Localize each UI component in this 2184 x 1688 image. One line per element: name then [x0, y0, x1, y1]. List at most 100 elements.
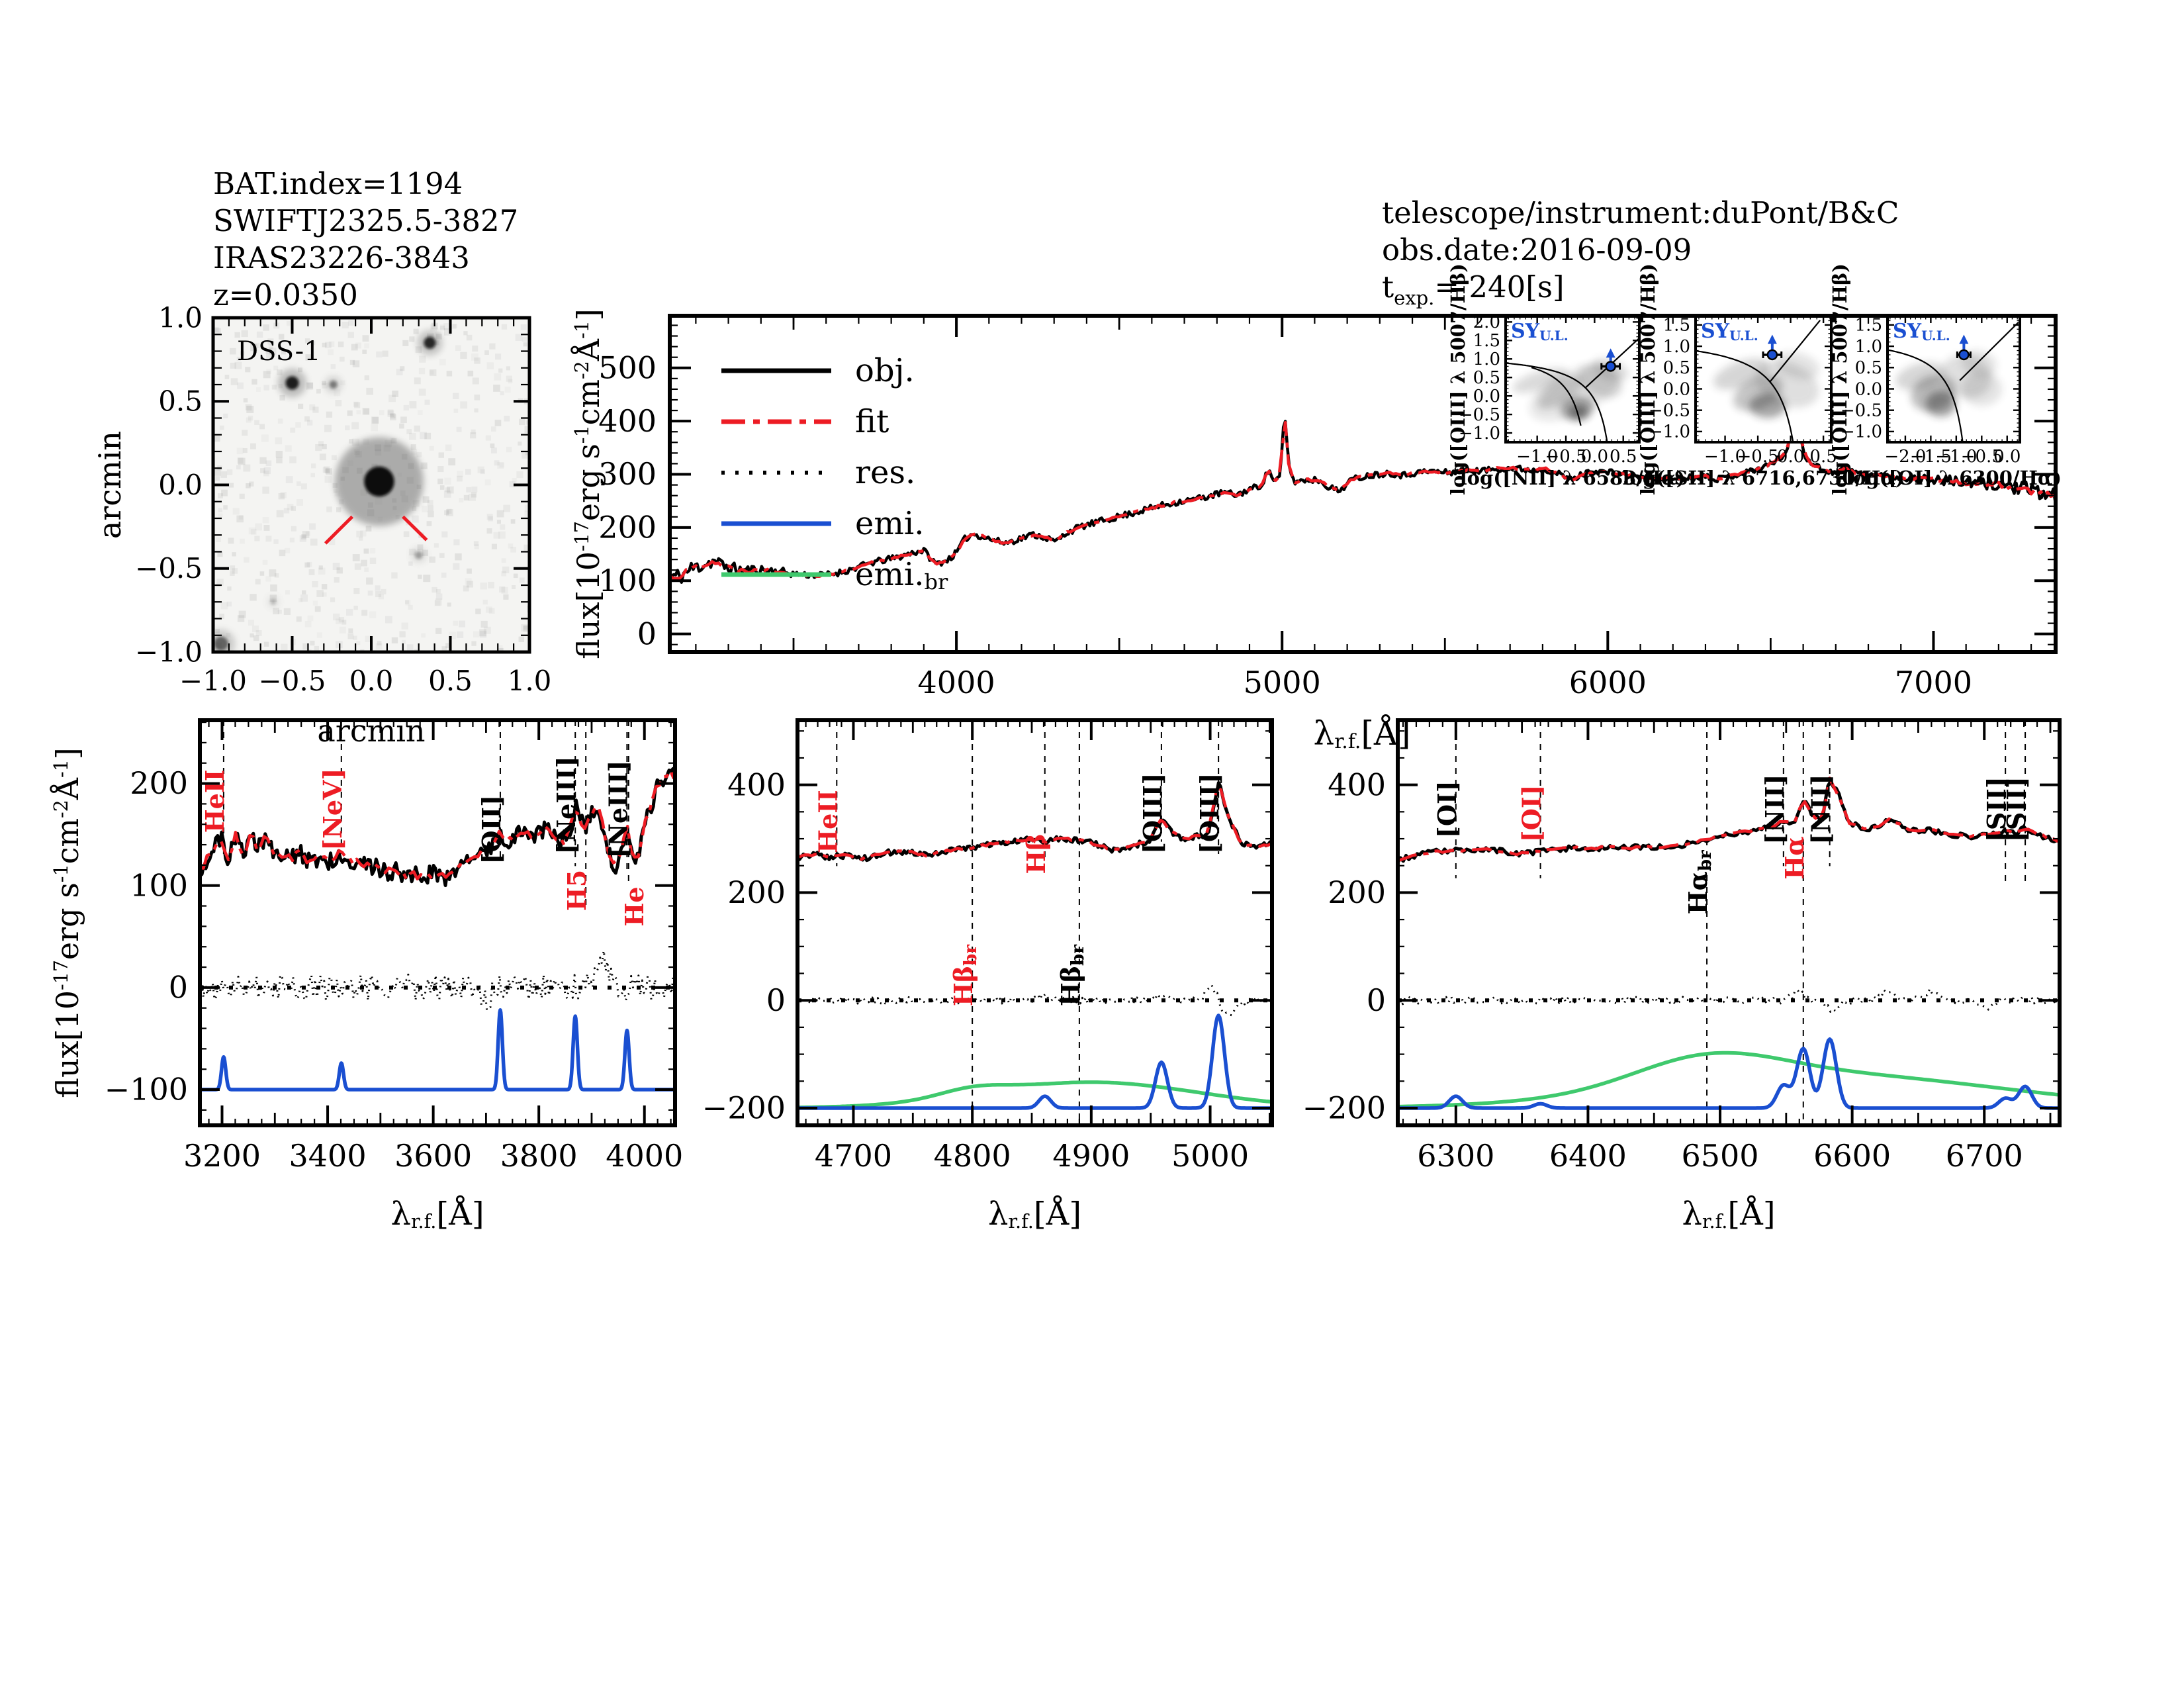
galaxy-density-blob [1961, 371, 2003, 406]
bpt-demarcation-curve [1888, 349, 1964, 442]
bpt-point-marker [1605, 361, 1616, 372]
emission-line-label: [SII] [2001, 776, 2031, 842]
axis-label: 0.0 [1473, 387, 1500, 406]
dss-image-panel: −1.0 −0.5 0.0 0.5 1.0 −1.0 −0.5 0.0 0.5 1.0 DSS-1 a… [92, 301, 551, 749]
axis-label: −1.0 [1459, 424, 1500, 444]
upper-limit-arrowhead [1959, 334, 1969, 344]
axis-label: 6300 [1417, 1138, 1494, 1174]
emission-narrow-curve [200, 1008, 675, 1092]
bpt-inset-2: −1.0−0.50.0 0.51.51.00.50.0−0.5−1.0SYU.L.… [1623, 263, 1905, 495]
axis-label: −0.5 [1841, 401, 1882, 421]
legend-label: res. [855, 454, 915, 491]
axis-label: 200 [130, 765, 188, 801]
axis-label: 0.5 [428, 665, 473, 697]
bpt-density-plot [1888, 322, 2019, 442]
emission-line-label: Hβbr [948, 945, 981, 1006]
flux-axis-label-text: flux[10-17erg s-1cm-2Å-1] [49, 747, 85, 1098]
axis-label: 5000 [1171, 1138, 1249, 1174]
axis-label: 200 [598, 510, 657, 545]
zoom-panel-red: [OI] [OI] Hαbr [NII]Hα[NII] [SII][SII] 6300 64… [1302, 718, 2062, 1174]
zoom-plot-area [1398, 720, 2060, 1125]
upper-limit-arrowhead [1767, 334, 1777, 344]
axis-label: 1.0 [1663, 337, 1690, 357]
axis-label: −1.5 [1910, 447, 1952, 467]
emission-line-label: Hαbr [1683, 850, 1715, 914]
axis-label: 7000 [1895, 665, 1972, 700]
dss-source-core [414, 551, 423, 559]
axis-label: 0.5 [1473, 368, 1500, 388]
axis-label: −1.0 [179, 665, 247, 697]
axis-label: 0.0 [1777, 447, 1804, 467]
axis-label: 6000 [1569, 665, 1647, 700]
observation-info-block: telescope/instrument:duPont/B&C obs.date… [1382, 195, 1899, 316]
axis-label: −1.0 [1935, 447, 1977, 467]
axis-label: 2.0 [1473, 312, 1500, 332]
seyfert-classification-label: SYU.L. [1511, 320, 1569, 344]
main-legend: obj. fit res. emi. emi.br [721, 352, 948, 594]
galaxy-density-blob [1713, 358, 1770, 390]
axis-label: 0.5 [1610, 447, 1637, 467]
emission-line-label: [NeV] [318, 768, 347, 850]
axis-label: 5000 [1244, 665, 1321, 700]
axis-label: −0.5 [135, 552, 203, 585]
fit-curve [200, 769, 675, 881]
axis-label: 0 [1367, 982, 1386, 1018]
axis-label: 200 [1328, 874, 1386, 910]
seyfert-classification-label: SYU.L. [1701, 320, 1758, 344]
axis-label: 6600 [1813, 1138, 1891, 1174]
axis-label: −200 [1302, 1090, 1386, 1126]
galaxy-density-blob [1774, 352, 1820, 379]
bpt-data-point [1762, 334, 1783, 361]
axis-label: 6400 [1549, 1138, 1627, 1174]
wavelength-axis-label-text: λr.f.[Å] [390, 1195, 484, 1233]
axis-label: 1.0 [1855, 337, 1882, 357]
axis-label: 0.5 [158, 385, 203, 418]
bpt-yaxis-title: log([OIII] λ 5007/Hβ) [1637, 263, 1659, 495]
dss-source-core [424, 336, 436, 349]
emission-line-label: He [619, 886, 649, 926]
axis-label: 3200 [183, 1138, 261, 1174]
axis-label: −0.5 [1459, 405, 1500, 425]
axis-label: 4000 [918, 665, 995, 700]
fit-curve [1398, 776, 2059, 863]
axis-label: 0.5 [1663, 358, 1690, 378]
bpt-xaxis-title: log([NII] λ 6583/Hα) [1460, 467, 1686, 489]
axis-label: −0.5 [1961, 447, 2003, 467]
wavelength-axis-label-text: λr.f.[Å] [1314, 714, 1411, 753]
axis-label: −2.0 [1884, 447, 1926, 467]
texp-value: = 240[s] [1434, 269, 1565, 305]
upper-limit-arrowhead [1606, 348, 1615, 358]
axis-label: −0.5 [1649, 401, 1690, 421]
flux-axis-label: flux[10-17erg s-1cm-2Å-1] [570, 308, 606, 659]
fit-curve [797, 785, 1272, 861]
emission-line-label: HeII [813, 790, 842, 853]
emission-line-label: Hβbr [1056, 945, 1088, 1006]
emission-line-label: [NII] [1760, 774, 1790, 845]
axis-label: 1.0 [508, 665, 552, 697]
wavelength-axis-label-text: λr.f.[Å] [988, 1195, 1081, 1233]
emission-line-label: [OIII] [1195, 773, 1224, 854]
target-pointer-mark [402, 515, 428, 541]
axis-label: 0 [637, 616, 657, 651]
emission-narrow-curve [1398, 1037, 2060, 1110]
axis-label: 0 [766, 982, 786, 1018]
axis-label: −0.5 [1545, 447, 1586, 467]
dss-image [213, 318, 529, 652]
wavelength-axis-label: λr.f.[Å] [988, 1195, 1081, 1233]
galaxy-density-blob [1925, 391, 1956, 417]
emission-line-label: [OI] [1432, 780, 1462, 838]
axis-label: −1.0 [1841, 422, 1882, 442]
axis-label: 400 [598, 403, 657, 439]
emission-line-label: Hβ [1021, 833, 1051, 874]
axis-label: 1.0 [158, 301, 203, 334]
axis-label: 0 [169, 970, 188, 1006]
axis-label: 0.0 [1993, 447, 2021, 467]
axis-label: 0.0 [349, 665, 394, 697]
axis-label: 3400 [289, 1138, 367, 1174]
galaxy-density-blob [1512, 367, 1568, 393]
axis-label: 6700 [1946, 1138, 2023, 1174]
residual-curve [1398, 988, 2058, 1013]
legend-label: fit [855, 403, 889, 440]
main-spectrum-plot-area [670, 420, 2056, 584]
target-pointer-mark [324, 515, 354, 545]
